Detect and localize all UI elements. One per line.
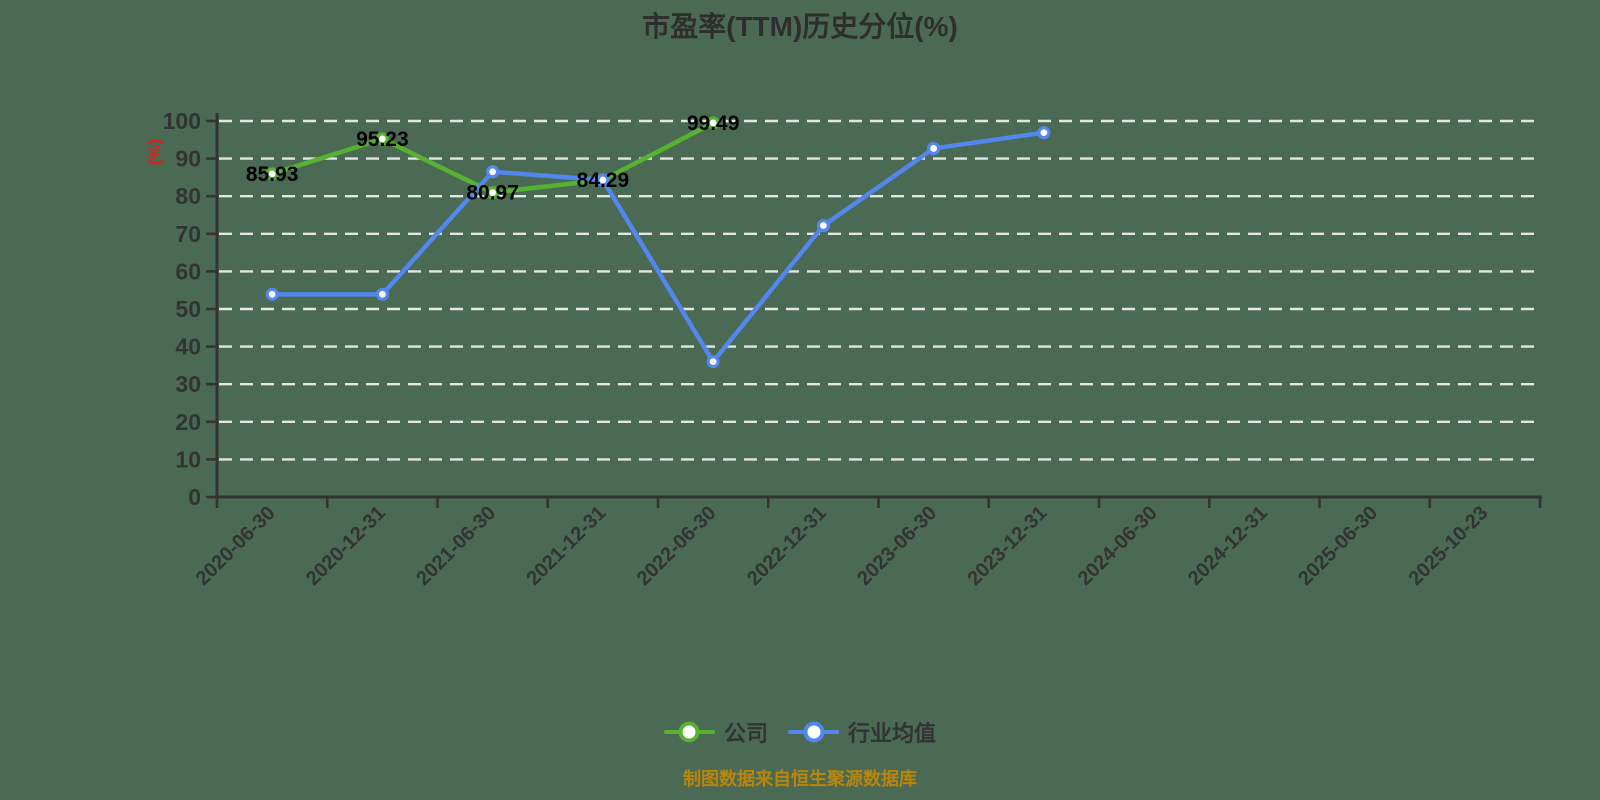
company-point-icon: [678, 721, 700, 743]
data-label: 80.97: [466, 182, 519, 205]
x-tick-label: 2025-10-23: [1405, 502, 1493, 590]
y-tick-label: 20: [175, 409, 201, 435]
legend-label-company: 公司: [723, 721, 768, 746]
legend-item-industry-average[interactable]: 行业均值: [788, 716, 936, 748]
company-line-marker-icon: [663, 721, 715, 743]
data-point-0[interactable]: [375, 132, 389, 146]
x-tick-label: 2022-12-31: [743, 502, 831, 590]
data-label: 84.29: [577, 169, 630, 192]
x-tick-label: 2022-06-30: [633, 502, 721, 590]
industry-line-marker-icon: [788, 721, 839, 743]
legend: 公司 行业均值: [0, 716, 1600, 748]
x-tick-label: 2024-06-30: [1074, 502, 1162, 590]
y-tick-label: 40: [175, 334, 201, 360]
x-tick-label: 2023-12-31: [964, 502, 1052, 590]
data-source-caption: 制图数据来自恒生聚源数据库: [683, 769, 917, 789]
series-line-1: [269, 130, 1047, 364]
x-tick-label: 2024-12-31: [1184, 502, 1272, 590]
y-tick-label: 60: [175, 258, 201, 284]
data-point-0[interactable]: [486, 185, 500, 200]
y-tick-label: 50: [175, 296, 201, 322]
data-point-1[interactable]: [486, 165, 500, 179]
data-point-1[interactable]: [265, 287, 279, 301]
data-point-1[interactable]: [596, 173, 610, 187]
data-point-0[interactable]: [265, 167, 279, 181]
chart-title: 市盈率(TTM)历史分位(%): [642, 11, 958, 42]
y-tick-label: 10: [175, 446, 201, 472]
data-label: 99.49: [687, 112, 740, 135]
data-label: 95.23: [356, 128, 409, 151]
legend-item-company[interactable]: 公司: [663, 716, 768, 748]
y-tick-label: 70: [175, 221, 201, 247]
data-point-1[interactable]: [706, 355, 720, 369]
data-point-1[interactable]: [1037, 126, 1051, 140]
x-tick-label: 2021-12-31: [523, 502, 611, 590]
data-point-1[interactable]: [375, 287, 389, 301]
x-tick-label: 2020-12-31: [302, 502, 390, 590]
data-point-0[interactable]: [706, 116, 720, 130]
y-tick-label: 100: [163, 108, 201, 134]
industry-point-icon: [803, 721, 824, 743]
y-tick-label: 90: [175, 146, 201, 172]
data-point-1[interactable]: [816, 218, 830, 233]
data-point-1[interactable]: [927, 141, 941, 156]
data-label: 85.93: [246, 163, 299, 186]
x-tick-label: 2021-06-30: [412, 502, 500, 590]
legend-label-industry-average: 行业均值: [848, 721, 937, 746]
y-tick-label: 80: [175, 183, 201, 209]
y-tick-label: 0: [188, 484, 201, 510]
x-tick-label: 2020-06-30: [192, 502, 280, 590]
y-tick-label: 30: [175, 371, 201, 397]
x-tick-label: 2025-06-30: [1294, 502, 1382, 590]
x-tick-label: 2023-06-30: [853, 502, 941, 590]
